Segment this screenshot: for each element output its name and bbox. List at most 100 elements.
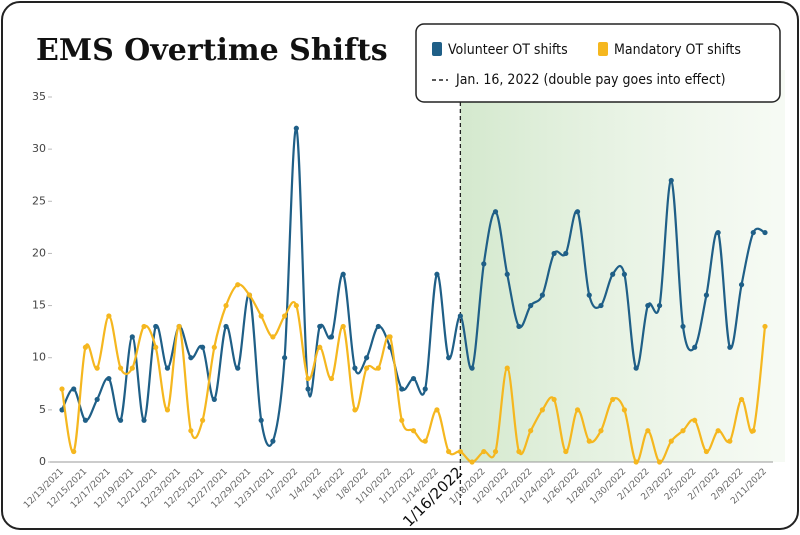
point — [94, 396, 100, 403]
point — [668, 177, 674, 184]
point — [293, 125, 299, 131]
point — [645, 302, 651, 309]
point — [703, 448, 710, 455]
point — [375, 323, 381, 330]
point — [82, 417, 89, 423]
y-tick-label: 0 — [39, 455, 46, 468]
point — [656, 302, 663, 309]
point — [762, 229, 768, 236]
legend-label: Volunteer OT shifts — [448, 42, 568, 58]
point — [153, 344, 159, 350]
point — [668, 438, 674, 444]
point — [446, 448, 452, 455]
point — [457, 448, 463, 455]
point — [188, 428, 194, 434]
point — [738, 282, 745, 288]
point — [492, 448, 499, 455]
y-tick-label: 10 — [32, 351, 46, 364]
point — [727, 344, 733, 350]
point — [422, 438, 428, 444]
point — [129, 334, 135, 340]
legend-swatch — [598, 42, 608, 56]
point — [223, 302, 229, 309]
y-tick-label: 15 — [32, 299, 46, 312]
point — [598, 302, 604, 309]
point — [71, 386, 77, 392]
point — [200, 344, 206, 350]
point — [504, 365, 510, 371]
point — [574, 407, 581, 413]
point — [117, 417, 124, 423]
point — [656, 459, 663, 465]
point — [692, 344, 698, 350]
point — [164, 407, 171, 413]
point — [129, 365, 135, 371]
point — [504, 271, 510, 277]
point — [434, 271, 440, 277]
point — [750, 229, 756, 236]
point — [434, 407, 440, 413]
point — [516, 323, 522, 330]
point — [551, 396, 557, 403]
point — [164, 365, 171, 371]
y-tick-label: 30 — [32, 142, 46, 155]
point — [727, 438, 733, 444]
point — [258, 417, 264, 423]
point — [153, 323, 159, 330]
series-line — [61, 127, 766, 447]
point — [200, 417, 206, 423]
point — [586, 292, 592, 298]
point — [539, 407, 545, 413]
point — [598, 428, 604, 434]
point — [317, 344, 323, 350]
y-tick-label: 35 — [32, 90, 46, 103]
point — [539, 292, 545, 298]
point — [235, 282, 241, 288]
event-shade — [460, 70, 785, 462]
point — [645, 428, 651, 434]
point — [141, 323, 147, 330]
y-tick-label: 25 — [32, 194, 46, 207]
point — [516, 448, 522, 455]
point — [328, 375, 335, 382]
point — [563, 448, 569, 455]
point — [469, 459, 475, 465]
y-tick-label: 5 — [39, 403, 46, 416]
point — [399, 386, 405, 392]
point — [340, 271, 346, 277]
point — [469, 365, 475, 371]
point — [481, 448, 487, 455]
point — [270, 438, 276, 444]
legend-box — [415, 23, 781, 103]
point — [364, 365, 370, 371]
point — [305, 375, 311, 382]
point — [528, 302, 534, 309]
point — [680, 323, 686, 330]
point — [211, 344, 217, 350]
point — [621, 271, 628, 277]
point — [481, 261, 487, 267]
point — [375, 365, 381, 371]
point — [410, 375, 417, 382]
point — [750, 428, 756, 434]
point — [422, 386, 428, 392]
point — [352, 407, 358, 413]
point — [71, 448, 77, 455]
point — [586, 438, 592, 444]
point — [715, 229, 721, 236]
point — [528, 428, 534, 434]
chart-title: EMS Overtime Shifts — [36, 33, 388, 68]
point — [692, 417, 698, 423]
point — [551, 250, 557, 257]
point — [223, 323, 229, 330]
point — [574, 209, 581, 215]
point — [633, 365, 639, 371]
point — [106, 375, 112, 382]
point — [305, 386, 311, 392]
point — [410, 428, 417, 434]
point — [621, 407, 628, 413]
point — [141, 417, 147, 423]
point — [282, 355, 288, 361]
point — [270, 334, 276, 340]
